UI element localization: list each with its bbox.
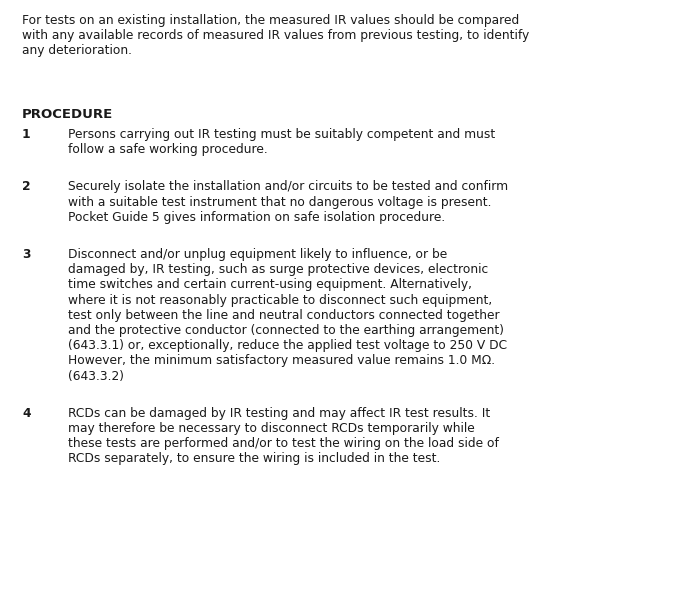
Text: Persons carrying out IR testing must be suitably competent and must: Persons carrying out IR testing must be … bbox=[68, 128, 495, 141]
Text: Disconnect and/or unplug equipment likely to influence, or be: Disconnect and/or unplug equipment likel… bbox=[68, 248, 447, 261]
Text: follow a safe working procedure.: follow a safe working procedure. bbox=[68, 143, 268, 156]
Text: these tests are performed and/or to test the wiring on the load side of: these tests are performed and/or to test… bbox=[68, 437, 499, 450]
Text: However, the minimum satisfactory measured value remains 1.0 MΩ.: However, the minimum satisfactory measur… bbox=[68, 354, 495, 367]
Text: damaged by, IR testing, such as surge protective devices, electronic: damaged by, IR testing, such as surge pr… bbox=[68, 263, 488, 276]
Text: may therefore be necessary to disconnect RCDs temporarily while: may therefore be necessary to disconnect… bbox=[68, 422, 475, 435]
Text: time switches and certain current-using equipment. Alternatively,: time switches and certain current-using … bbox=[68, 279, 472, 291]
Text: with a suitable test instrument that no dangerous voltage is present.: with a suitable test instrument that no … bbox=[68, 195, 492, 209]
Text: 2: 2 bbox=[22, 180, 31, 194]
Text: RCDs can be damaged by IR testing and may affect IR test results. It: RCDs can be damaged by IR testing and ma… bbox=[68, 407, 490, 420]
Text: with any available records of measured IR values from previous testing, to ident: with any available records of measured I… bbox=[22, 29, 530, 42]
Text: RCDs separately, to ensure the wiring is included in the test.: RCDs separately, to ensure the wiring is… bbox=[68, 452, 441, 466]
Text: (643.3.1) or, exceptionally, reduce the applied test voltage to 250 V DC: (643.3.1) or, exceptionally, reduce the … bbox=[68, 339, 507, 352]
Text: (643.3.2): (643.3.2) bbox=[68, 370, 124, 382]
Text: Pocket Guide 5 gives information on safe isolation procedure.: Pocket Guide 5 gives information on safe… bbox=[68, 211, 445, 224]
Text: 3: 3 bbox=[22, 248, 31, 261]
Text: For tests on an existing installation, the measured IR values should be compared: For tests on an existing installation, t… bbox=[22, 14, 519, 27]
Text: 1: 1 bbox=[22, 128, 31, 141]
Text: PROCEDURE: PROCEDURE bbox=[22, 108, 113, 121]
Text: 4: 4 bbox=[22, 407, 31, 420]
Text: where it is not reasonably practicable to disconnect such equipment,: where it is not reasonably practicable t… bbox=[68, 294, 492, 307]
Text: and the protective conductor (connected to the earthing arrangement): and the protective conductor (connected … bbox=[68, 324, 504, 337]
Text: Securely isolate the installation and/or circuits to be tested and confirm: Securely isolate the installation and/or… bbox=[68, 180, 508, 194]
Text: test only between the line and neutral conductors connected together: test only between the line and neutral c… bbox=[68, 309, 500, 322]
Text: any deterioration.: any deterioration. bbox=[22, 44, 132, 58]
